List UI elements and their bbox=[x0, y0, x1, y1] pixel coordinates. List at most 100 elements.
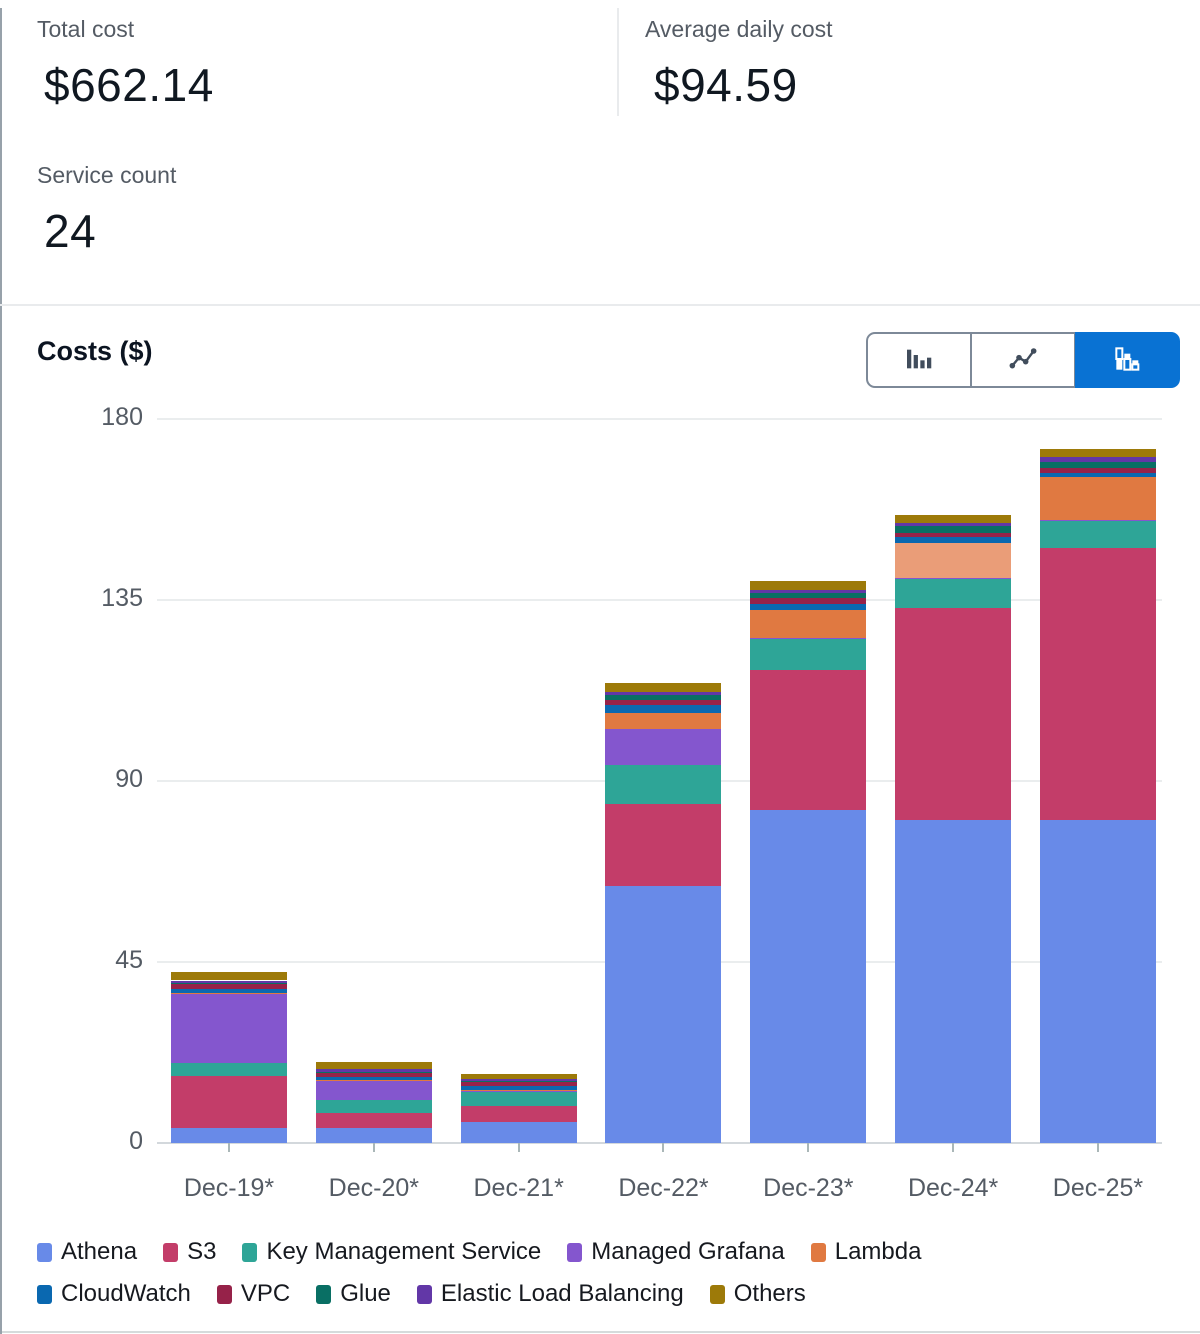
bar-segment-others[interactable] bbox=[171, 971, 287, 981]
bar-segment-s3[interactable] bbox=[315, 1112, 432, 1129]
bar-segment-s3[interactable] bbox=[460, 1105, 577, 1123]
bar-segment-s3[interactable] bbox=[895, 608, 1012, 820]
bar-segment-key-management-service[interactable] bbox=[171, 1063, 287, 1076]
legend-item-lambda[interactable]: Lambda bbox=[810, 1238, 921, 1266]
legend-item-others[interactable]: Others bbox=[709, 1280, 806, 1308]
bar-segment-s3[interactable] bbox=[750, 669, 867, 810]
legend-swatch-lambda bbox=[810, 1242, 826, 1262]
x-axis-tick-label: Dec-21* bbox=[473, 1174, 564, 1202]
legend-item-cloudwatch[interactable]: CloudWatch bbox=[37, 1280, 191, 1308]
bar-segment-managed-grafana[interactable] bbox=[171, 994, 287, 1064]
bar-segment-cloudwatch[interactable] bbox=[605, 705, 722, 714]
bar-segment-cloudwatch[interactable] bbox=[460, 1086, 577, 1091]
bar-segment-glue[interactable] bbox=[750, 592, 867, 599]
bar-segment-elastic-load-balancing[interactable] bbox=[315, 1069, 432, 1072]
bar-segment-athena[interactable] bbox=[171, 1128, 287, 1143]
bar-segment-vpc[interactable] bbox=[750, 598, 867, 605]
legend-item-key-management-service[interactable]: Key Management Service bbox=[242, 1238, 541, 1266]
average-daily-cost-value: $94.59 bbox=[654, 59, 798, 111]
bar-segment-key-management-service[interactable] bbox=[315, 1099, 432, 1113]
bar-segment-managed-grafana[interactable] bbox=[605, 729, 722, 765]
bar-segment-cloudwatch[interactable] bbox=[171, 988, 287, 993]
bar-segment-lambda[interactable] bbox=[315, 1080, 432, 1081]
bar-segment-cloudwatch[interactable] bbox=[315, 1076, 432, 1081]
legend-swatch-cloudwatch bbox=[37, 1284, 52, 1304]
bar-segment-others[interactable] bbox=[750, 581, 867, 591]
bar-segment-glue[interactable] bbox=[460, 1080, 577, 1082]
bar-segment-vpc[interactable] bbox=[895, 532, 1012, 538]
bar-segment-glue[interactable] bbox=[315, 1071, 432, 1073]
bar-segment-lambda[interactable] bbox=[750, 610, 867, 638]
legend-item-vpc[interactable]: VPC bbox=[216, 1280, 290, 1308]
x-axis-tick-label: Dec-25* bbox=[1052, 1174, 1144, 1202]
bar-segment-s3[interactable] bbox=[1039, 548, 1156, 820]
bar-segment-cloudwatch[interactable] bbox=[1039, 472, 1156, 478]
bar-segment-glue[interactable] bbox=[895, 526, 1012, 533]
bar-segment-managed-grafana[interactable] bbox=[315, 1080, 432, 1100]
average-daily-cost-label: Average daily cost bbox=[645, 16, 833, 42]
bar-segment-lambda[interactable] bbox=[605, 713, 722, 730]
bar-segment-elastic-load-balancing[interactable] bbox=[750, 590, 867, 593]
bar-segment-key-management-service[interactable] bbox=[750, 638, 867, 670]
bar-segment-key-management-service[interactable] bbox=[1039, 520, 1156, 549]
y-axis-tick-label: 90 bbox=[115, 765, 143, 793]
legend-label: Managed Grafana bbox=[591, 1238, 785, 1265]
bar-segment-elastic-load-balancing[interactable] bbox=[171, 980, 287, 983]
legend-item-athena[interactable]: Athena bbox=[37, 1238, 137, 1266]
bar-segment-vpc[interactable] bbox=[1039, 467, 1156, 473]
bar-segment-vpc[interactable] bbox=[605, 700, 722, 706]
bar-segment-key-management-service[interactable] bbox=[605, 764, 722, 804]
bar-chart-toggle-button[interactable] bbox=[866, 332, 971, 388]
bar-segment-athena[interactable] bbox=[605, 885, 722, 1143]
bar-segment-s3[interactable] bbox=[605, 803, 722, 886]
bar-segment-s3[interactable] bbox=[171, 1075, 287, 1129]
gridline-0 bbox=[157, 1142, 1162, 1144]
bar-segment-athena[interactable] bbox=[895, 819, 1012, 1143]
line-chart-toggle-button[interactable] bbox=[971, 332, 1075, 388]
bar-segment-vpc[interactable] bbox=[171, 983, 287, 989]
bar-segment-lambda[interactable] bbox=[895, 542, 1012, 578]
legend-label: S3 bbox=[187, 1238, 217, 1265]
bar-segment-vpc[interactable] bbox=[315, 1072, 432, 1077]
bar-segment-athena[interactable] bbox=[460, 1122, 577, 1143]
legend-item-managed-grafana[interactable]: Managed Grafana bbox=[567, 1238, 785, 1266]
legend-label: CloudWatch bbox=[61, 1280, 191, 1307]
bar-segment-others[interactable] bbox=[605, 683, 722, 693]
bar-segment-elastic-load-balancing[interactable] bbox=[1039, 457, 1156, 463]
x-axis-tick-label: Dec-22* bbox=[618, 1174, 709, 1202]
bar-segment-key-management-service[interactable] bbox=[460, 1092, 577, 1106]
x-axis-tick bbox=[662, 1143, 665, 1152]
bar-segment-managed-grafana[interactable] bbox=[460, 1090, 577, 1093]
x-axis-tick-label: Dec-19* bbox=[183, 1174, 275, 1202]
bar-segment-glue[interactable] bbox=[1039, 462, 1156, 468]
bar-segment-others[interactable] bbox=[895, 514, 1012, 523]
legend-item-s3[interactable]: S3 bbox=[163, 1238, 216, 1266]
x-axis-tick-label: Dec-20* bbox=[328, 1174, 419, 1202]
bar-segment-glue[interactable] bbox=[605, 694, 722, 701]
bar-segment-vpc[interactable] bbox=[460, 1081, 577, 1087]
bar-segment-lambda[interactable] bbox=[171, 992, 287, 995]
x-axis-tick bbox=[807, 1143, 810, 1152]
bar-segment-elastic-load-balancing[interactable] bbox=[895, 522, 1012, 527]
legend-label: Others bbox=[733, 1280, 806, 1307]
legend-item-glue[interactable]: Glue bbox=[316, 1280, 391, 1308]
bar-segment-others[interactable] bbox=[460, 1074, 577, 1080]
bar-segment-elastic-load-balancing[interactable] bbox=[460, 1079, 577, 1081]
bar-segment-athena[interactable] bbox=[750, 809, 867, 1143]
legend-label: Glue bbox=[340, 1280, 391, 1307]
stacked-bar-chart-toggle-button[interactable] bbox=[1075, 332, 1180, 388]
legend-swatch-others bbox=[709, 1284, 725, 1304]
bar-segment-athena[interactable] bbox=[1039, 819, 1156, 1143]
bar-segment-lambda[interactable] bbox=[1039, 477, 1156, 520]
bar-segment-others[interactable] bbox=[315, 1061, 432, 1070]
bar-segment-cloudwatch[interactable] bbox=[750, 604, 867, 611]
bar-segment-glue[interactable] bbox=[171, 982, 287, 984]
bar-segment-others[interactable] bbox=[1039, 448, 1156, 457]
bar-segment-key-management-service[interactable] bbox=[895, 578, 1012, 609]
bar-segment-elastic-load-balancing[interactable] bbox=[605, 692, 722, 695]
bar-segment-cloudwatch[interactable] bbox=[895, 537, 1012, 543]
bar-segment-athena[interactable] bbox=[315, 1128, 432, 1143]
legend-item-elastic-load-balancing[interactable]: Elastic Load Balancing bbox=[416, 1280, 684, 1308]
service-count-value: 24 bbox=[44, 205, 97, 257]
